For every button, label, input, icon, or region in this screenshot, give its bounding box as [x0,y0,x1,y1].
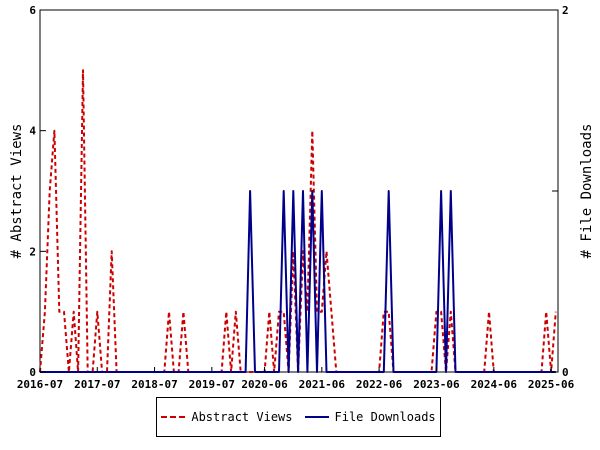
series-layer [39,69,557,373]
legend-item-file-downloads: File Downloads [304,410,436,424]
legend-label-abstract-views: Abstract Views [191,410,293,424]
x-tick-label: 2020-06 [241,378,288,391]
legend: Abstract Views File Downloads [156,397,441,437]
x-tick-label: 2018-07 [131,378,177,391]
legend-swatch-abstract-views [161,416,186,418]
right-axis-title: # File Downloads [579,124,595,259]
x-tick-label: 2025-06 [528,378,575,391]
legend-label-file-downloads: File Downloads [334,410,436,424]
right-tick-label: 2 [562,4,569,17]
right-tick-label: 0 [562,366,569,379]
x-tick-label: 2017-07 [74,378,120,391]
left-axis-ticks: 0 2 4 6 [29,4,46,379]
left-axis-title: # Abstract Views [9,124,25,259]
x-tick-label: 2019-07 [189,378,235,391]
left-tick-label: 2 [29,245,36,258]
legend-item-abstract-views: Abstract Views [161,410,293,424]
left-tick-label: 0 [29,366,36,379]
x-tick-label: 2021-06 [299,378,346,391]
x-tick-label: 2022-06 [356,378,403,391]
right-axis-ticks: 02 [552,4,569,379]
x-tick-label: 2016-07 [17,378,63,391]
legend-swatch-file-downloads [304,416,329,418]
x-tick-label: 2023-06 [413,378,460,391]
left-tick-label: 4 [29,125,36,138]
left-tick-label: 6 [29,4,36,17]
x-axis-ticks: 2016-07 2017-07 2018-07 2019-07 2020-06 2021-… [17,367,575,391]
x-tick-label: 2024-06 [471,378,518,391]
series-line-file-downloads [40,190,556,373]
